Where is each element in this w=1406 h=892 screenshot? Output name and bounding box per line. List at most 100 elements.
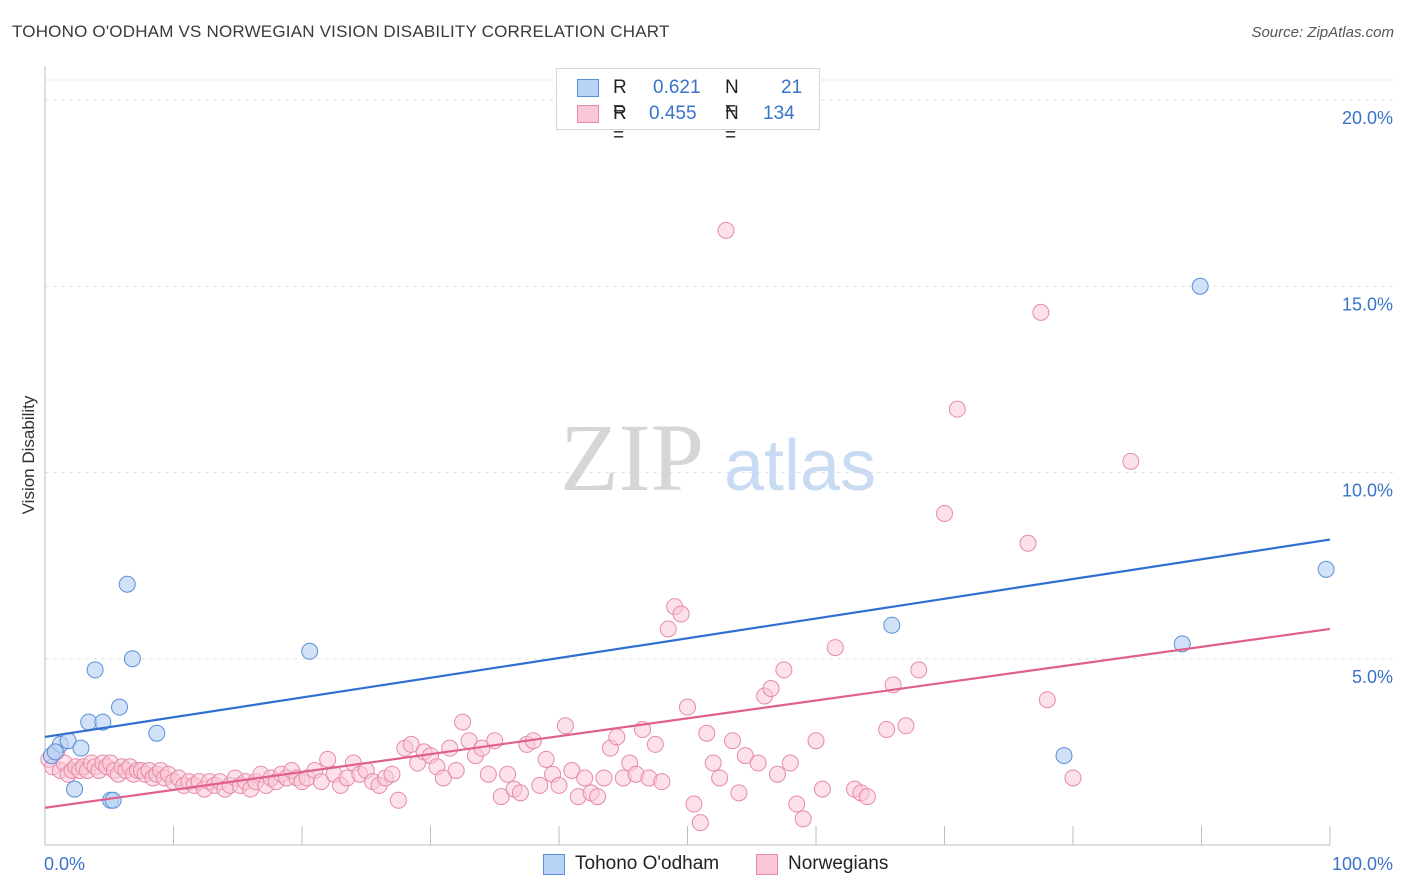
norwegians-point: [1032, 303, 1050, 321]
norwegians-point: [608, 728, 626, 746]
r-value: 0.455: [649, 103, 697, 124]
legend-swatch-blue: [577, 79, 599, 97]
norwegians-point: [897, 717, 915, 735]
norwegians-point: [1122, 452, 1140, 470]
norwegians-point: [775, 661, 793, 679]
norwegians-point: [685, 795, 703, 813]
norwegians-point: [659, 620, 677, 638]
norwegians-point: [807, 732, 825, 750]
x-tick-label-max: 100.0%: [1332, 854, 1393, 874]
r-label: R =: [613, 103, 627, 146]
watermark-atlas: atlas: [724, 426, 876, 506]
tohono-point: [1191, 277, 1209, 295]
legend-label: Norwegians: [788, 853, 889, 874]
norwegians-point: [762, 680, 780, 698]
r-value: 0.621: [653, 77, 701, 98]
grid-lines: [45, 79, 1395, 660]
norwegians-point: [730, 784, 748, 802]
norwegians-point: [434, 769, 452, 787]
y-tick-label: 15.0%: [1342, 294, 1393, 314]
norwegians-point: [492, 788, 510, 806]
norwegians-point: [319, 750, 337, 768]
tohono-point: [1317, 560, 1335, 578]
n-label: N =: [725, 77, 739, 120]
norwegians-point: [511, 784, 529, 802]
norwegians-points: [40, 221, 1140, 832]
n-value: 21: [781, 77, 803, 98]
tohono-point: [883, 616, 901, 634]
norwegians-point: [563, 762, 581, 779]
y-tick-label: 5.0%: [1352, 667, 1393, 687]
r-label: R =: [613, 77, 627, 120]
legend-swatch-pink: [756, 854, 778, 875]
n-label: N =: [725, 103, 739, 146]
norwegians-point: [936, 504, 953, 522]
norwegians-point: [717, 221, 735, 239]
tohono-trend-line: [44, 538, 1331, 739]
norwegians-point: [576, 769, 594, 787]
tohono-point: [72, 739, 90, 757]
norwegians-point: [723, 732, 741, 750]
axes: [44, 66, 1331, 846]
norwegians-point: [948, 400, 966, 418]
norwegians-point: [595, 769, 613, 787]
norwegians-point: [704, 754, 722, 772]
tohono-point: [104, 791, 122, 809]
norwegians-point: [691, 814, 709, 832]
norwegians-point: [646, 735, 664, 753]
y-axis-label: Vision Disability: [19, 395, 38, 514]
norwegians-point: [736, 747, 754, 765]
norwegians-point: [711, 769, 729, 787]
tick-labels: 5.0% 10.0% 15.0% 20.0% 0.0% 100.0%: [44, 108, 1393, 874]
norwegians-point: [826, 639, 844, 657]
tohono-point: [111, 698, 129, 716]
legend-label: Tohono O'odham: [575, 853, 720, 874]
legend-swatch-blue: [543, 854, 565, 875]
tohono-point: [66, 780, 84, 798]
norwegians-point: [768, 765, 786, 783]
tohono-point: [123, 650, 141, 668]
norwegians-point: [781, 754, 799, 772]
tohono-points: [42, 277, 1335, 809]
correlation-legend: R = 0.621 N = 21 R = 0.455 N = 134: [556, 68, 820, 146]
tohono-point: [94, 713, 112, 731]
norwegians-point: [679, 698, 696, 716]
norwegians-point: [499, 765, 517, 783]
norwegians-point: [383, 765, 401, 783]
norwegians-point: [1019, 534, 1037, 552]
trend-lines: [44, 538, 1331, 809]
norwegians-point: [479, 765, 497, 783]
norwegians-point: [1064, 769, 1082, 787]
tohono-point: [46, 743, 64, 761]
tohono-point: [148, 724, 166, 742]
tohono-point: [80, 713, 98, 731]
norwegians-point: [788, 795, 806, 813]
source-label: Source: ZipAtlas.com: [1251, 24, 1394, 41]
y-tick-label: 10.0%: [1342, 481, 1393, 501]
norwegians-point: [672, 605, 690, 623]
norwegians-point: [589, 788, 607, 806]
norwegians-point: [447, 762, 465, 779]
norwegians-point: [556, 717, 574, 735]
norwegians-point: [441, 739, 459, 757]
norwegians-point: [878, 721, 896, 739]
y-tick-label: 20.0%: [1342, 108, 1393, 128]
norwegians-point: [312, 773, 330, 791]
norwegians-point: [550, 776, 568, 794]
n-value: 134: [763, 103, 795, 124]
tohono-point: [301, 642, 319, 660]
tohono-point: [1055, 747, 1073, 765]
norwegians-point: [794, 810, 812, 828]
norwegians-point: [389, 791, 407, 809]
norwegians-point: [813, 780, 831, 798]
norwegians-point: [698, 724, 716, 742]
chart-title: TOHONO O'ODHAM VS NORWEGIAN VISION DISAB…: [12, 22, 670, 41]
norwegians-point: [910, 661, 928, 679]
norwegians-point: [653, 773, 671, 791]
norwegians-point: [454, 713, 472, 731]
watermark-zip: ZIP: [560, 404, 704, 511]
norwegians-point: [749, 754, 767, 772]
norwegians-point: [858, 788, 876, 806]
x-tick-label-min: 0.0%: [44, 854, 85, 874]
